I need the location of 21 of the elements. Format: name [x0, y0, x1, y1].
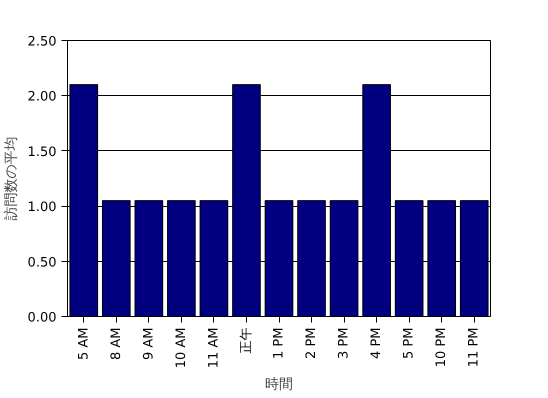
- x-tick-label: 1 PM: [272, 327, 286, 359]
- y-axis-title: 訪問数の平均: [4, 136, 20, 220]
- y-tick-label: 2.00: [28, 90, 57, 105]
- y-tick-label: 0.00: [28, 310, 57, 326]
- x-tick-label: 正午: [238, 328, 254, 354]
- x-tick-label: 2 PM: [304, 327, 320, 359]
- y-tick-label: 2.50: [28, 34, 57, 50]
- x-tick-label: 11 PM: [466, 327, 482, 368]
- x-axis-title: 時間: [265, 376, 293, 392]
- x-tick-label: 9 AM: [141, 327, 156, 360]
- x-tick-label: 4 PM: [369, 327, 384, 359]
- x-tick-label: 5 AM: [76, 327, 92, 360]
- y-tick-label: 0.50: [28, 255, 57, 270]
- x-tick-label: 3 PM: [336, 327, 352, 359]
- x-tick-label: 11 AM: [206, 327, 222, 368]
- x-tick-label: 10 AM: [174, 327, 189, 368]
- y-tick-label: 1.00: [28, 200, 57, 216]
- y-tick-label: 1.50: [28, 144, 57, 160]
- x-tick-label: 8 AM: [108, 327, 124, 360]
- x-tick-label: 5 PM: [402, 327, 417, 359]
- x-tick-label: 10 PM: [434, 327, 450, 368]
